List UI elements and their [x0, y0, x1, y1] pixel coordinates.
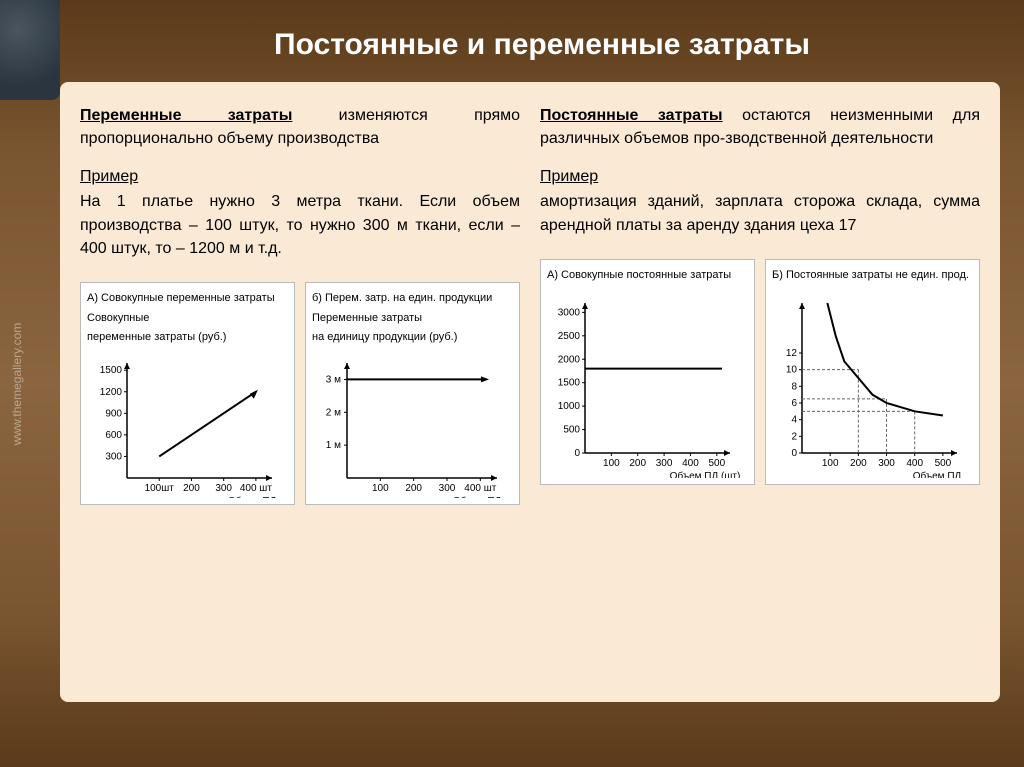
svg-text:100: 100 [822, 458, 839, 469]
chart-unit-fixed: Б) Постоянные затраты не един. прод. 0 2 4… [765, 259, 980, 485]
chart-total-fixed: А) Совокупные постоянные затраты 0 500 100… [540, 259, 755, 485]
chart-ra-title: А) Совокупные постоянные затраты [547, 268, 748, 282]
svg-text:6: 6 [791, 398, 797, 409]
chart-a-title: А) Совокупные переменные затраты [87, 291, 288, 305]
svg-text:3000: 3000 [558, 307, 581, 318]
svg-text:400: 400 [906, 458, 923, 469]
svg-text:100: 100 [372, 483, 389, 494]
variable-costs-definition: Переменные затраты изменяются прямо проп… [80, 104, 520, 150]
svg-text:300: 300 [656, 458, 673, 469]
svg-text:200: 200 [183, 483, 200, 494]
left-charts-row: А) Совокупные переменные затраты Совокуп… [80, 282, 520, 505]
svg-text:600: 600 [105, 430, 122, 441]
chart-a-sub1: Совокупные [87, 311, 288, 325]
svg-text:200: 200 [629, 458, 646, 469]
corner-decoration [0, 0, 60, 100]
svg-text:100шт: 100шт [145, 483, 175, 494]
svg-text:1500: 1500 [558, 378, 581, 389]
svg-text:300: 300 [215, 483, 232, 494]
svg-text:Объем ПД: Объем ПД [228, 495, 277, 498]
slide-title: Постоянные и переменные затраты [0, 0, 1024, 82]
right-example-label: Пример [540, 168, 980, 186]
content-panel: Переменные затраты изменяются прямо проп… [60, 82, 1000, 702]
svg-text:500: 500 [708, 458, 725, 469]
svg-text:2: 2 [791, 431, 797, 442]
svg-text:500: 500 [935, 458, 952, 469]
left-example-label: Пример [80, 168, 520, 186]
svg-text:Объем ПД: Объем ПД [453, 495, 502, 498]
svg-text:400 шт: 400 шт [464, 483, 496, 494]
svg-text:900: 900 [105, 408, 122, 419]
svg-text:1500: 1500 [100, 365, 123, 376]
left-column: Переменные затраты изменяются прямо проп… [80, 104, 520, 682]
chart-b-svg: 1 м 2 м 3 м 100 200 300 400 штОбъем ПД [312, 348, 507, 498]
chart-total-variable: А) Совокупные переменные затраты Совокуп… [80, 282, 295, 505]
svg-text:2500: 2500 [558, 331, 581, 342]
left-example-body: На 1 платье нужно 3 метра ткани. Если об… [80, 190, 520, 260]
svg-text:0: 0 [791, 448, 797, 459]
svg-text:12: 12 [786, 348, 798, 359]
chart-unit-variable: б) Перем. затр. на един. продукции Перем… [305, 282, 520, 505]
chart-a-sub2: переменные затраты (руб.) [87, 330, 288, 344]
svg-text:100: 100 [603, 458, 620, 469]
fixed-costs-definition: Постоянные затраты остаются неизменными … [540, 104, 980, 150]
svg-text:400 шт: 400 шт [240, 483, 272, 494]
variable-costs-term: Переменные затраты [80, 107, 292, 124]
right-example-body: амортизация зданий, зарплата сторожа скл… [540, 190, 980, 236]
chart-b-title: б) Перем. затр. на един. продукции [312, 291, 513, 305]
chart-rb-title: Б) Постоянные затраты не един. прод. [772, 268, 973, 282]
svg-text:400: 400 [682, 458, 699, 469]
svg-text:4: 4 [791, 415, 797, 426]
svg-text:1000: 1000 [558, 401, 581, 412]
svg-text:2 м: 2 м [326, 407, 341, 418]
svg-text:300: 300 [105, 451, 122, 462]
svg-text:8: 8 [791, 381, 797, 392]
svg-text:2000: 2000 [558, 354, 581, 365]
watermark: www.themegallery.com [10, 322, 24, 444]
svg-text:1 м: 1 м [326, 440, 341, 451]
svg-text:300: 300 [439, 483, 456, 494]
chart-a-svg: 300 600 900 1200 1500 100шт 200 300 400 штОбъем … [87, 348, 282, 498]
chart-ra-svg: 050010001500200025003000100200300400500О… [547, 288, 742, 478]
chart-b-sub2: на единицу продукции (руб.) [312, 330, 513, 344]
svg-text:Объем ПД: Объем ПД [913, 470, 962, 478]
svg-text:300: 300 [878, 458, 895, 469]
fixed-costs-term: Постоянные затраты [540, 107, 723, 124]
svg-text:0: 0 [574, 448, 580, 459]
svg-text:200: 200 [850, 458, 867, 469]
svg-text:500: 500 [563, 425, 580, 436]
right-charts-row: А) Совокупные постоянные затраты 0500100… [540, 259, 980, 485]
right-column: Постоянные затраты остаются неизменными … [540, 104, 980, 682]
svg-text:Объем ПД (шт): Объем ПД (шт) [670, 470, 741, 478]
svg-text:10: 10 [786, 365, 798, 376]
chart-rb-svg: 0 2 4 6 8 10 12 100 200 300 400 500Объем ПД [772, 288, 967, 478]
svg-text:3 м: 3 м [326, 374, 341, 385]
chart-b-sub1: Переменные затраты [312, 311, 513, 325]
svg-text:1200: 1200 [100, 387, 123, 398]
svg-text:200: 200 [405, 483, 422, 494]
